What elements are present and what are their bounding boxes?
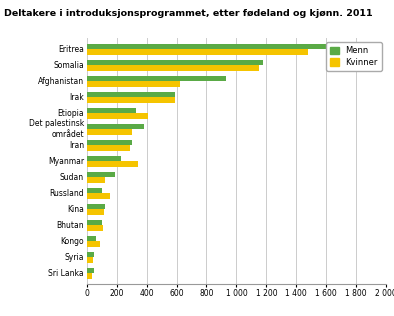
Legend: Menn, Kvinner: Menn, Kvinner	[326, 42, 382, 71]
Bar	[87, 172, 115, 177]
Bar	[87, 252, 94, 257]
Bar	[87, 257, 93, 263]
Bar	[87, 193, 110, 199]
Bar	[87, 204, 106, 209]
Bar	[87, 113, 148, 119]
Bar	[87, 241, 100, 247]
Bar	[87, 65, 259, 71]
Bar	[87, 145, 130, 151]
Bar	[87, 44, 349, 49]
Bar	[87, 220, 102, 225]
Bar	[87, 268, 94, 273]
Bar	[87, 59, 262, 65]
Bar	[87, 97, 175, 103]
Bar	[87, 107, 136, 113]
Bar	[87, 188, 102, 193]
Bar	[87, 161, 138, 167]
Bar	[87, 236, 97, 241]
Bar	[87, 177, 105, 183]
Bar	[87, 209, 104, 215]
Bar	[87, 81, 180, 87]
Bar	[87, 225, 103, 231]
Bar	[87, 124, 144, 129]
Bar	[87, 273, 92, 279]
Bar	[87, 49, 308, 55]
Bar	[87, 140, 132, 145]
Text: Deltakere i introduksjonsprogrammet, etter fødeland og kjønn. 2011: Deltakere i introduksjonsprogrammet, ett…	[4, 9, 373, 18]
Bar	[87, 76, 226, 81]
Bar	[87, 155, 121, 161]
Bar	[87, 129, 132, 135]
Bar	[87, 92, 175, 97]
